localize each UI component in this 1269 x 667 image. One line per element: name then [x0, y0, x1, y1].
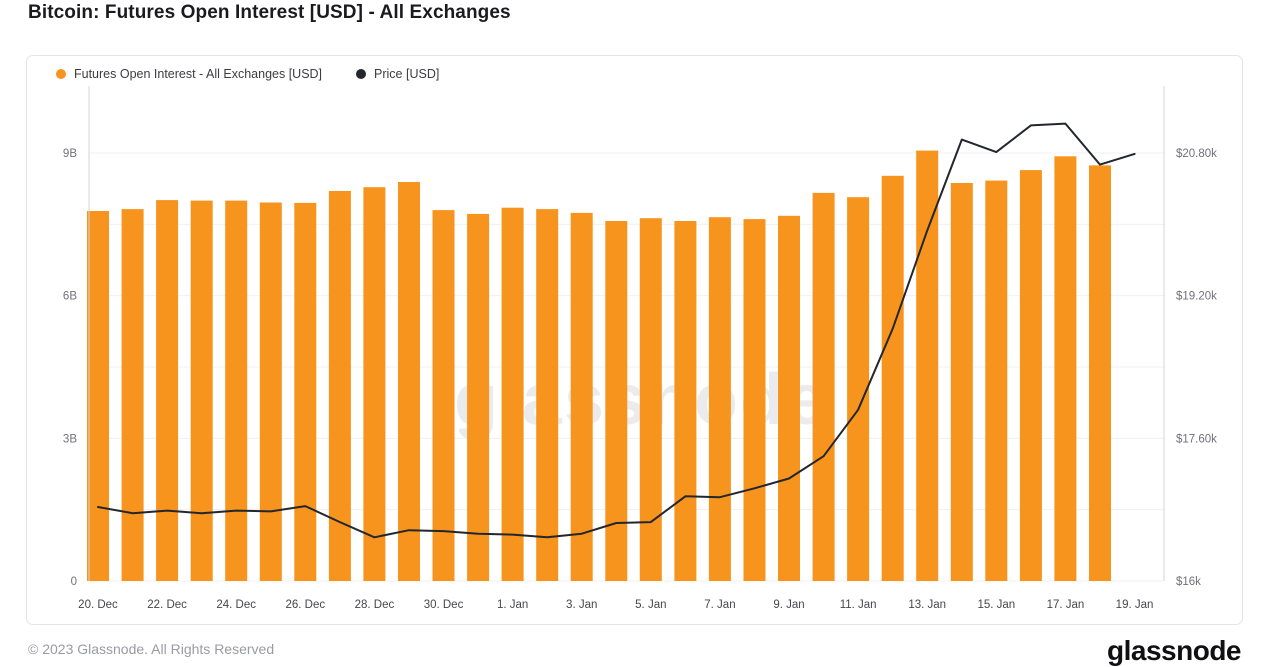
chart-canvas[interactable]: glassnode 03B6B9B$16k$17.60k$19.20k$20.8… — [27, 56, 1242, 624]
x-axis-tick: 17. Jan — [1047, 599, 1085, 611]
bar-25-dec — [259, 202, 282, 581]
bar-28-dec — [363, 187, 386, 581]
legend-label: Price [USD] — [374, 67, 440, 81]
bar-30-dec — [432, 210, 455, 581]
bar-17-jan — [1054, 156, 1077, 582]
price-dot-icon — [356, 69, 367, 79]
x-axis-tick: 26. Dec — [285, 599, 325, 611]
bar-31-dec — [467, 213, 490, 581]
bar-27-dec — [328, 191, 351, 581]
chart-legend: Futures Open Interest - All Exchanges [U… — [56, 67, 439, 81]
x-axis-tick: 22. Dec — [147, 599, 187, 611]
bar-22-dec — [156, 200, 179, 581]
right-axis-tick: $20.80k — [1176, 148, 1217, 160]
bar-24-dec — [225, 200, 248, 581]
bar-23-dec — [190, 200, 213, 581]
x-axis-tick: 13. Jan — [908, 599, 946, 611]
page-title: Bitcoin: Futures Open Interest [USD] - A… — [28, 2, 511, 23]
glassnode-logo: glassnode — [1107, 635, 1241, 666]
x-axis-tick: 30. Dec — [424, 599, 464, 611]
x-axis-tick: 15. Jan — [977, 599, 1015, 611]
bar-26-dec — [294, 202, 317, 581]
bar-1-jan — [501, 207, 524, 581]
bar-16-jan — [1019, 170, 1042, 581]
chart-panel: Futures Open Interest - All Exchanges [U… — [26, 55, 1243, 625]
bar-18-jan — [1089, 165, 1111, 581]
bar-3-jan — [570, 212, 593, 581]
legend-label: Futures Open Interest - All Exchanges [U… — [74, 67, 323, 81]
bar-29-dec — [398, 182, 420, 581]
bar-20-dec — [87, 211, 109, 581]
bar-13-jan — [916, 150, 939, 581]
x-axis-tick: 9. Jan — [773, 599, 804, 611]
left-axis-tick: 0 — [71, 576, 77, 588]
open-interest-dot-icon — [56, 69, 66, 79]
axis-lines — [88, 86, 1165, 581]
left-axis-tick: 9B — [63, 148, 77, 160]
bar-4-jan — [605, 221, 628, 581]
bar-5-jan — [639, 218, 662, 581]
x-axis-tick: 7. Jan — [704, 599, 735, 611]
right-axis-tick: $19.20k — [1176, 291, 1217, 303]
x-axis-tick: 20. Dec — [78, 599, 118, 611]
price-polyline — [97, 122, 1136, 539]
bar-6-jan — [674, 221, 697, 581]
x-axis-tick: 11. Jan — [840, 599, 877, 611]
bar-15-jan — [985, 180, 1008, 581]
bar-21-dec — [121, 209, 144, 581]
bar-14-jan — [950, 183, 973, 581]
legend-item-open-interest[interactable]: Futures Open Interest - All Exchanges [U… — [56, 67, 322, 81]
bar-12-jan — [881, 175, 904, 582]
bar-10-jan — [812, 192, 835, 581]
price-line — [97, 122, 1136, 539]
bar-2-jan — [536, 209, 559, 581]
right-axis-tick: $17.60k — [1176, 433, 1217, 445]
x-axis-tick: 1. Jan — [497, 599, 528, 611]
footer-copyright: © 2023 Glassnode. All Rights Reserved — [28, 641, 275, 657]
right-axis-tick: $16k — [1176, 576, 1201, 588]
bar-7-jan — [708, 217, 731, 581]
x-axis-tick: 28. Dec — [355, 599, 395, 611]
left-axis-tick: 6B — [63, 291, 77, 303]
bar-8-jan — [743, 219, 766, 581]
x-axis-tick: 19. Jan — [1116, 599, 1154, 611]
x-axis-tick: 5. Jan — [635, 599, 666, 611]
legend-item-price[interactable]: Price [USD] — [356, 67, 439, 81]
axis-tick-labels: 0 3B 6B 9B $16k $17.60k $19.20k $20.80k 20. Dec 2… — [63, 148, 1217, 611]
x-axis-tick: 3. Jan — [566, 599, 597, 611]
x-axis-tick: 24. Dec — [216, 599, 256, 611]
bar-9-jan — [778, 215, 800, 582]
left-axis-tick: 3B — [63, 433, 77, 445]
bar-11-jan — [847, 197, 870, 581]
